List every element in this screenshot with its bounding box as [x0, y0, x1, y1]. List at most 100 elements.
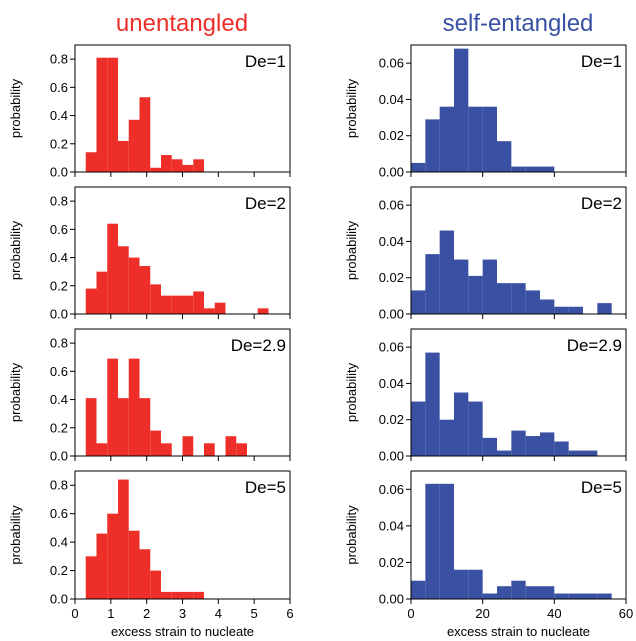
y-tick-label: 0.6: [50, 222, 68, 237]
y-axis-label: probability: [8, 362, 23, 422]
deborah-number-annotation: De=2: [581, 194, 622, 213]
y-tick-label: 0.04: [379, 234, 404, 249]
histogram-bar: [96, 271, 108, 314]
histogram-bar: [96, 57, 108, 173]
histogram-bar: [150, 284, 161, 314]
deborah-number-annotation: De=5: [581, 478, 622, 497]
histogram-bar: [257, 308, 269, 314]
histogram-bar: [85, 398, 97, 456]
x-tick-label: 3: [179, 606, 186, 621]
x-tick-label: 2: [143, 606, 150, 621]
y-tick-label: 0.0: [50, 592, 68, 607]
y-tick-label: 0.00: [379, 307, 404, 322]
histogram-bar: [583, 593, 598, 599]
histogram-bar: [118, 479, 129, 599]
histogram-bar: [411, 580, 426, 599]
deborah-number-annotation: De=5: [245, 478, 286, 497]
y-tick-label: 0.6: [50, 80, 68, 95]
histogram-bar: [128, 119, 140, 172]
histogram-bar: [568, 306, 583, 314]
histogram-bar: [182, 436, 194, 456]
histogram-bar: [468, 401, 483, 456]
y-axis-label: probability: [8, 78, 23, 138]
histogram-bar: [454, 392, 469, 456]
y-tick-label: 0.06: [379, 482, 404, 497]
histogram-bar: [161, 295, 172, 314]
histogram-bar: [482, 593, 497, 599]
y-tick-label: 0.0: [50, 165, 68, 180]
y-tick-label: 0.00: [379, 592, 404, 607]
plot-frame: [410, 328, 627, 457]
histogram-bar: [150, 430, 161, 456]
histogram-bar: [511, 430, 526, 456]
histogram-bar: [568, 593, 583, 599]
histogram-bar: [425, 352, 440, 456]
histogram-bar: [439, 483, 454, 599]
panel-0-2: 0.0 0.2 0.4 0.6 0.8 probability De=2.9: [8, 328, 291, 464]
x-tick-label: 4: [215, 606, 222, 621]
histogram-bar: [161, 155, 172, 172]
histogram-bar: [497, 450, 512, 456]
y-tick-label: 0.06: [379, 198, 404, 213]
histogram-bar: [204, 443, 215, 456]
y-axis-label: probability: [344, 362, 359, 422]
deborah-number-annotation: De=2.9: [567, 336, 622, 355]
histogram-bar: [525, 436, 540, 456]
histogram-bar: [482, 259, 497, 314]
histogram-bar: [107, 57, 118, 173]
histogram-bar: [85, 152, 97, 172]
histogram-bar: [139, 549, 151, 599]
histogram-bar: [182, 164, 194, 172]
y-tick-label: 0.02: [379, 555, 404, 570]
panel-0-3: 0.0 0.2 0.4 0.6 0.8 0 1 2 3 4 5 6 probability excess …: [8, 470, 294, 639]
column-title-self-entangled: self-entangled: [443, 10, 594, 37]
histogram-bar: [128, 358, 140, 456]
histogram-bar: [139, 97, 151, 172]
histogram-bar: [454, 259, 469, 314]
histogram-bar: [118, 246, 129, 314]
histogram-bar: [439, 419, 454, 456]
column-title-unentangled: unentangled: [116, 10, 248, 37]
histogram-bar: [540, 299, 555, 314]
histogram-bar: [425, 254, 440, 314]
deborah-number-annotation: De=2.9: [231, 336, 286, 355]
histogram-bar: [150, 167, 161, 172]
histogram-bar: [497, 141, 512, 172]
histogram-bar: [468, 275, 483, 314]
histogram-bar: [139, 398, 151, 456]
plot-frame: [410, 470, 627, 600]
y-tick-label: 0.8: [50, 194, 68, 209]
histogram-bar: [497, 283, 512, 314]
histogram-bar: [171, 159, 183, 172]
histogram-bar: [236, 443, 247, 456]
histogram-bar: [214, 302, 226, 314]
histogram-bar: [554, 593, 569, 599]
y-tick-label: 0.2: [50, 563, 68, 578]
histogram-bar: [107, 358, 118, 456]
histogram-bar: [525, 166, 540, 172]
y-tick-label: 0.4: [50, 392, 68, 407]
y-tick-label: 0.2: [50, 420, 68, 435]
histogram-bar: [161, 443, 172, 456]
histogram-bar: [554, 441, 569, 456]
x-axis-label: excess strain to nucleate: [111, 624, 254, 639]
histogram-bar: [425, 483, 440, 599]
histogram-bar: [411, 401, 426, 456]
y-tick-label: 0.6: [50, 506, 68, 521]
y-tick-label: 0.4: [50, 535, 68, 550]
histogram-bar: [107, 513, 118, 599]
y-tick-label: 0.6: [50, 364, 68, 379]
x-tick-label: 40: [547, 606, 561, 621]
y-axis-label: probability: [344, 220, 359, 280]
panel-0-1: 0.0 0.2 0.4 0.6 0.8 probability De=2: [8, 186, 291, 322]
y-tick-label: 0.0: [50, 307, 68, 322]
y-tick-label: 0.00: [379, 449, 404, 464]
histogram-bar: [193, 159, 204, 172]
histogram-bar: [511, 283, 526, 314]
y-tick-label: 0.02: [379, 412, 404, 427]
deborah-number-annotation: De=1: [245, 52, 286, 71]
x-tick-label: 0: [407, 606, 414, 621]
histogram-bar: [193, 291, 204, 314]
histogram-bar: [96, 443, 108, 456]
